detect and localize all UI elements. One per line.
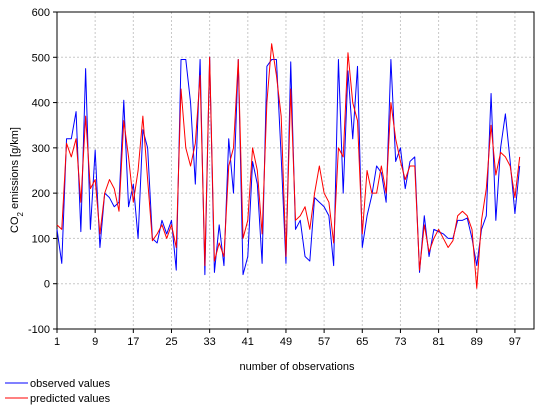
x-tick-label: 81 — [432, 336, 444, 348]
plot-frame — [56, 11, 535, 330]
x-tick-label: 1 — [54, 336, 60, 348]
x-axis-label: number of observations — [240, 361, 355, 373]
x-tick-label: 25 — [165, 336, 177, 348]
y-tick-label: 100 — [32, 233, 50, 245]
x-tick-label: 57 — [318, 336, 330, 348]
x-tick-label: 49 — [280, 336, 292, 348]
y-axis-label-rest: emissions [g/km] — [9, 127, 21, 212]
y-axis-label: CO2 emissions [g/km] — [9, 127, 25, 233]
y-axis-label-subscript: 2 — [16, 211, 25, 216]
x-tick-label: 41 — [242, 336, 254, 348]
y-tick-label: 300 — [32, 143, 50, 155]
legend-label-observed: observed values — [30, 378, 111, 390]
y-tick-label: 0 — [44, 279, 50, 291]
y-tick-label: 600 — [32, 7, 50, 19]
x-tick-label: 17 — [127, 336, 139, 348]
legend: observed values predicted values — [5, 378, 111, 405]
x-tick-label: 89 — [471, 336, 483, 348]
series-line-predicted — [56, 43, 521, 289]
x-tick-label: 33 — [204, 336, 216, 348]
y-tick-label: 200 — [32, 188, 50, 200]
x-tick-label: 65 — [356, 336, 368, 348]
y-tick-label: 500 — [32, 52, 50, 64]
series-layer — [56, 43, 521, 289]
tick-layer: 1 9 17 25 33 41 49 57 65 73 81 89 97 -100 0 100 200 300 40… — [28, 7, 521, 348]
y-axis-label-main: CO — [9, 216, 21, 233]
y-tick-label: 400 — [32, 98, 50, 110]
x-tick-label: 9 — [92, 336, 98, 348]
x-tick-label: 73 — [394, 336, 406, 348]
legend-label-predicted: predicted values — [30, 393, 111, 405]
x-tick-label: 97 — [509, 336, 521, 348]
y-tick-label: -100 — [28, 324, 50, 336]
